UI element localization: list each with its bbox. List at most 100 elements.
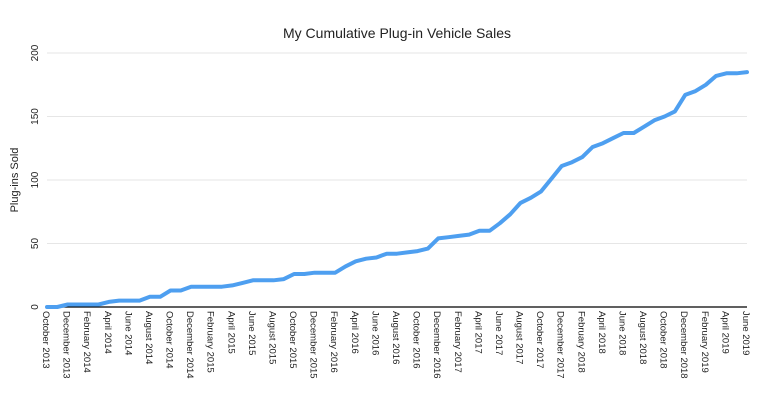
data-point	[580, 155, 584, 159]
x-tick-label: August 2016	[390, 311, 401, 364]
data-point	[601, 141, 605, 145]
data-point	[148, 295, 152, 299]
data-point	[66, 302, 70, 306]
x-tick-label: April 2015	[225, 311, 236, 354]
data-point	[210, 285, 214, 289]
x-tick-label: February 2017	[452, 311, 463, 373]
data-point	[45, 305, 49, 309]
x-tick-label: December 2015	[308, 311, 319, 379]
data-point	[673, 109, 677, 113]
y-tick-label: 200	[30, 44, 41, 61]
x-tick-label: October 2017	[534, 311, 545, 369]
data-point	[220, 285, 224, 289]
x-tick-label: June 2015	[246, 311, 257, 355]
data-point	[395, 252, 399, 256]
x-tick-label: April 2014	[102, 311, 113, 354]
x-tick-label: February 2015	[205, 311, 216, 373]
data-point	[416, 249, 420, 253]
data-point	[344, 264, 348, 268]
x-tick-label: December 2016	[431, 311, 442, 379]
y-tick-label: 50	[30, 238, 41, 250]
data-point	[292, 272, 296, 276]
data-point	[405, 250, 409, 254]
data-point	[714, 74, 718, 78]
x-tick-label: October 2018	[658, 311, 669, 369]
data-point	[96, 302, 100, 306]
data-point	[385, 252, 389, 256]
x-tick-label: August 2015	[266, 311, 277, 364]
data-point	[446, 235, 450, 239]
data-point	[55, 305, 59, 309]
x-tick-label: April 2016	[349, 311, 360, 354]
x-tick-label: August 2017	[514, 311, 525, 364]
data-point	[230, 283, 234, 287]
data-point	[591, 145, 595, 149]
data-point	[632, 131, 636, 135]
x-tick-label: December 2013	[61, 311, 72, 379]
data-point	[694, 89, 698, 93]
data-point	[333, 271, 337, 275]
data-point	[549, 177, 553, 181]
x-tick-label: June 2018	[616, 311, 627, 355]
x-tick-label: October 2013	[40, 311, 51, 369]
data-point	[488, 229, 492, 233]
data-point	[138, 299, 142, 303]
data-point	[539, 189, 543, 193]
data-point	[251, 278, 255, 282]
data-point	[621, 131, 625, 135]
data-point	[467, 233, 471, 237]
y-axis-label: Plug-ins Sold	[9, 148, 21, 213]
y-tick-label: 150	[30, 108, 41, 125]
x-tick-label: June 2014	[122, 311, 133, 355]
x-tick-label: April 2017	[472, 311, 483, 354]
data-point	[179, 288, 183, 292]
x-tick-label: June 2017	[493, 311, 504, 355]
data-point	[282, 277, 286, 281]
data-point	[519, 201, 523, 205]
data-point	[107, 300, 111, 304]
series-line	[45, 70, 749, 309]
data-point	[508, 212, 512, 216]
x-tick-label: April 2019	[719, 311, 730, 354]
data-point	[374, 255, 378, 259]
data-point	[323, 271, 327, 275]
y-tick-label: 100	[30, 171, 41, 188]
x-tick-label: April 2018	[596, 311, 607, 354]
data-point	[302, 272, 306, 276]
x-tick-label: June 2019	[740, 311, 751, 355]
data-point	[745, 70, 749, 74]
data-point	[735, 71, 739, 75]
data-point	[704, 83, 708, 87]
data-point	[313, 271, 317, 275]
data-point	[642, 125, 646, 129]
data-point	[199, 285, 203, 289]
chart-title: My Cumulative Plug-in Vehicle Sales	[283, 25, 511, 41]
data-point	[611, 136, 615, 140]
data-point	[241, 281, 245, 285]
data-point	[529, 196, 533, 200]
data-point	[76, 302, 80, 306]
x-tick-label: August 2014	[143, 311, 154, 364]
data-point	[663, 115, 667, 119]
data-point	[364, 257, 368, 261]
x-tick-label: October 2016	[411, 311, 422, 369]
data-point	[189, 285, 193, 289]
data-point	[86, 302, 90, 306]
data-point	[354, 259, 358, 263]
data-point	[169, 288, 173, 292]
data-point	[426, 247, 430, 251]
x-tick-label: October 2014	[164, 311, 175, 369]
x-tick-label: June 2016	[369, 311, 380, 355]
data-point	[261, 278, 265, 282]
y-tick-label: 0	[30, 304, 41, 310]
data-point	[127, 299, 131, 303]
x-tick-label: February 2016	[328, 311, 339, 373]
data-point	[271, 278, 275, 282]
data-point	[724, 71, 728, 75]
data-point	[560, 164, 564, 168]
x-tick-label: February 2014	[81, 311, 92, 373]
data-point	[570, 160, 574, 164]
data-point	[477, 229, 481, 233]
x-tick-label: October 2015	[287, 311, 298, 369]
